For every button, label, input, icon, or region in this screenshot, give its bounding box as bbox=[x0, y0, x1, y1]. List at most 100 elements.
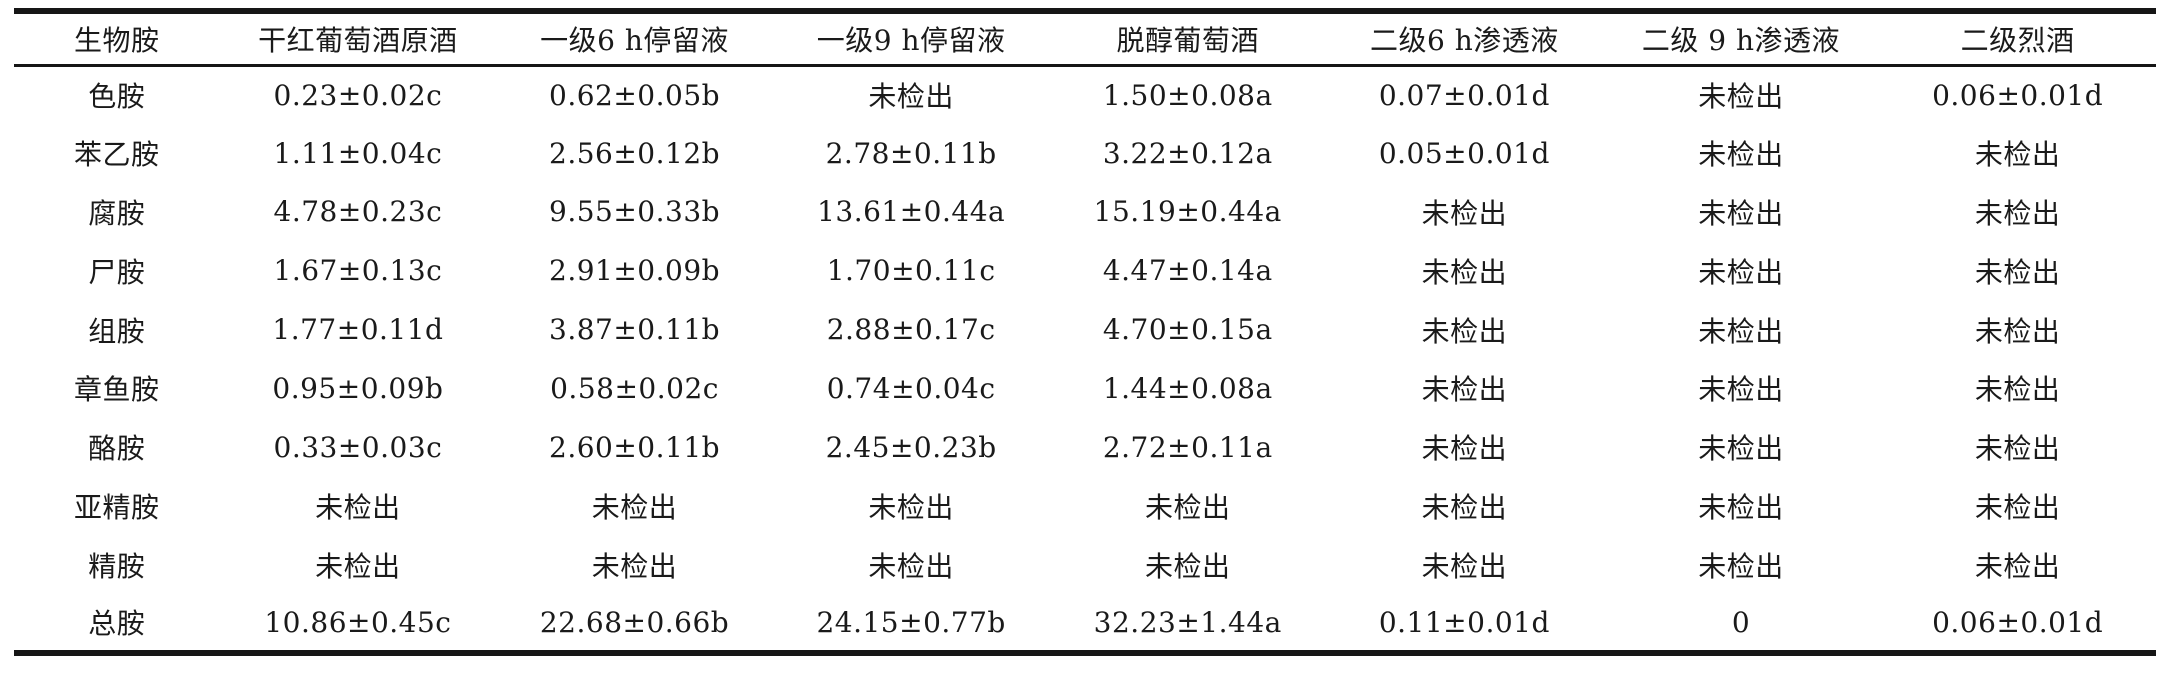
table-cell: 未检出 bbox=[868, 549, 954, 583]
column-header: 二级6 h渗透液 bbox=[1326, 11, 1603, 67]
table-cell: 2.45±0.23b bbox=[825, 430, 997, 464]
table-row: 苯乙胺 1.11±0.04c 2.56±0.12b 2.78±0.11b 3.22±0.… bbox=[14, 124, 2156, 183]
table-cell: 未检出 bbox=[1974, 373, 2061, 407]
table-cell: 未检出 bbox=[591, 549, 678, 583]
column-header: 二级 9 h渗透液 bbox=[1602, 11, 1880, 67]
table-row: 总胺 10.86±0.45c 22.68±0.66b 24.15±0.77b 32.23… bbox=[14, 594, 2156, 653]
column-header: 一级9 h停留液 bbox=[772, 11, 1050, 67]
table-cell: 未检出 bbox=[1974, 196, 2061, 230]
table-cell: 未检出 bbox=[868, 80, 954, 114]
table-cell: 0.06±0.01d bbox=[1932, 78, 2104, 112]
table-row: 章鱼胺 0.95±0.09b 0.58±0.02c 0.74±0.04c 1.44±0.… bbox=[14, 359, 2156, 418]
table-row: 组胺 1.77±0.11d 3.87±0.11b 2.88±0.17c 4.70±0.1… bbox=[14, 300, 2156, 359]
table-cell: 未检出 bbox=[868, 490, 954, 524]
column-header: 干红葡萄酒原酒 bbox=[219, 11, 497, 67]
table-row: 尸胺 1.67±0.13c 2.91±0.09b 1.70±0.11c 4.47±0.1… bbox=[14, 241, 2156, 300]
table-cell: 未检出 bbox=[1698, 373, 1784, 407]
table-cell: 1.70±0.11c bbox=[826, 254, 996, 288]
table-cell: 1.50±0.08a bbox=[1102, 78, 1273, 112]
table-cell: 未检出 bbox=[1421, 373, 1508, 407]
header-row: 生物胺 干红葡萄酒原酒 一级6 h停留液 一级9 h停留液 脱醇葡萄酒 二级6 h渗透液二… bbox=[14, 11, 2156, 67]
table-cell: 10.86±0.45c bbox=[264, 605, 452, 639]
table-cell: 未检出 bbox=[1974, 255, 2061, 289]
row-label: 苯乙胺 bbox=[74, 138, 160, 172]
table-cell: 2.78±0.11b bbox=[825, 136, 997, 170]
table-cell: 未检出 bbox=[591, 490, 678, 524]
table-row: 腐胺 4.78±0.23c 9.55±0.33b 13.61±0.44a 15.19±0… bbox=[14, 183, 2156, 242]
table-cell: 未检出 bbox=[315, 490, 401, 524]
table-cell: 32.23±1.44a bbox=[1093, 605, 1282, 639]
table-cell: 0.95±0.09b bbox=[272, 371, 444, 405]
table-row: 精胺 未检出 未检出 未检出 未检出 未检出 未检出 未检出 bbox=[14, 535, 2156, 594]
row-label: 酪胺 bbox=[88, 432, 146, 466]
table-cell: 未检出 bbox=[1421, 549, 1508, 583]
table-cell: 1.67±0.13c bbox=[273, 254, 443, 288]
table-cell: 未检出 bbox=[1698, 196, 1784, 230]
table-cell: 2.56±0.12b bbox=[549, 136, 721, 170]
table-cell: 1.11±0.04c bbox=[273, 136, 443, 170]
row-label: 尸胺 bbox=[88, 255, 146, 289]
table-cell: 4.78±0.23c bbox=[273, 195, 443, 229]
table-cell: 15.19±0.44a bbox=[1093, 195, 1282, 229]
table-cell: 未检出 bbox=[1698, 80, 1784, 114]
table-cell: 3.87±0.11b bbox=[549, 313, 721, 347]
table-cell: 0.23±0.02c bbox=[273, 78, 443, 112]
table-cell: 未检出 bbox=[1421, 314, 1508, 348]
paper-table-region: 生物胺 干红葡萄酒原酒 一级6 h停留液 一级9 h停留液 脱醇葡萄酒 二级6 h渗透液二… bbox=[14, 8, 2156, 656]
table-cell: 未检出 bbox=[1145, 549, 1231, 583]
table-cell: 0.33±0.03c bbox=[273, 430, 443, 464]
table-cell: 未检出 bbox=[1421, 255, 1508, 289]
table-cell: 4.47±0.14a bbox=[1102, 254, 1273, 288]
table-cell: 未检出 bbox=[1698, 255, 1784, 289]
table-cell: 未检出 bbox=[1698, 314, 1784, 348]
table-cell: 0.11±0.01d bbox=[1378, 605, 1550, 639]
table-cell: 0 bbox=[1731, 605, 1751, 639]
table-cell: 2.91±0.09b bbox=[549, 254, 721, 288]
table-cell: 0.06±0.01d bbox=[1932, 605, 2104, 639]
row-label: 腐胺 bbox=[88, 196, 146, 230]
table-cell: 0.74±0.04c bbox=[826, 371, 996, 405]
table-cell: 2.60±0.11b bbox=[549, 430, 721, 464]
table-cell: 2.72±0.11a bbox=[1102, 430, 1273, 464]
table-cell: 22.68±0.66b bbox=[539, 605, 730, 639]
table-cell: 未检出 bbox=[1974, 138, 2061, 172]
table-cell: 24.15±0.77b bbox=[816, 605, 1006, 639]
table-row: 色胺 0.23±0.02c 0.62±0.05b 未检出 1.50±0.08a 0.07±… bbox=[14, 65, 2156, 124]
table-cell: 1.44±0.08a bbox=[1102, 371, 1273, 405]
table-cell: 0.62±0.05b bbox=[549, 78, 721, 112]
table-cell: 未检出 bbox=[1974, 549, 2061, 583]
table-cell: 未检出 bbox=[1698, 490, 1784, 524]
row-label: 亚精胺 bbox=[74, 490, 160, 524]
table-cell: 1.77±0.11d bbox=[272, 313, 444, 347]
row-label: 总胺 bbox=[88, 607, 146, 641]
table-body: 色胺 0.23±0.02c 0.62±0.05b 未检出 1.50±0.08a 0.07±… bbox=[14, 65, 2156, 653]
table-row: 酪胺 0.33±0.03c 2.60±0.11b 2.45±0.23b 2.72±0.1… bbox=[14, 418, 2156, 477]
table-cell: 未检出 bbox=[1698, 549, 1784, 583]
table-cell: 未检出 bbox=[1974, 490, 2061, 524]
table-cell: 未检出 bbox=[1698, 138, 1784, 172]
row-label: 精胺 bbox=[88, 549, 146, 583]
table-cell: 13.61±0.44a bbox=[817, 195, 1006, 229]
table-cell: 4.70±0.15a bbox=[1102, 313, 1273, 347]
table-cell: 未检出 bbox=[1145, 490, 1231, 524]
column-header: 一级6 h停留液 bbox=[496, 11, 773, 67]
table-cell: 0.05±0.01d bbox=[1378, 136, 1550, 170]
table-cell: 未检出 bbox=[1974, 314, 2061, 348]
row-label: 章鱼胺 bbox=[74, 373, 160, 407]
table-cell: 未检出 bbox=[1421, 490, 1508, 524]
table-cell: 2.88±0.17c bbox=[826, 313, 996, 347]
table-cell: 0.58±0.02c bbox=[550, 371, 719, 405]
column-header-row-label: 生物胺 bbox=[14, 11, 220, 67]
row-label: 组胺 bbox=[88, 314, 146, 348]
column-header: 二级烈酒 bbox=[1879, 11, 2156, 67]
table-cell: 未检出 bbox=[1698, 432, 1784, 466]
table-cell: 未检出 bbox=[1421, 432, 1508, 466]
table-cell: 未检出 bbox=[315, 549, 401, 583]
biogenic-amine-table: 生物胺 干红葡萄酒原酒 一级6 h停留液 一级9 h停留液 脱醇葡萄酒 二级6 h渗透液二… bbox=[14, 8, 2156, 656]
row-label: 色胺 bbox=[88, 80, 146, 114]
table-row: 亚精胺 未检出 未检出 未检出 未检出 未检出 未检出 未检出 bbox=[14, 477, 2156, 536]
table-cell: 0.07±0.01d bbox=[1378, 78, 1550, 112]
table-cell: 未检出 bbox=[1974, 432, 2061, 466]
table-cell: 未检出 bbox=[1421, 196, 1508, 230]
column-header: 脱醇葡萄酒 bbox=[1049, 11, 1327, 67]
